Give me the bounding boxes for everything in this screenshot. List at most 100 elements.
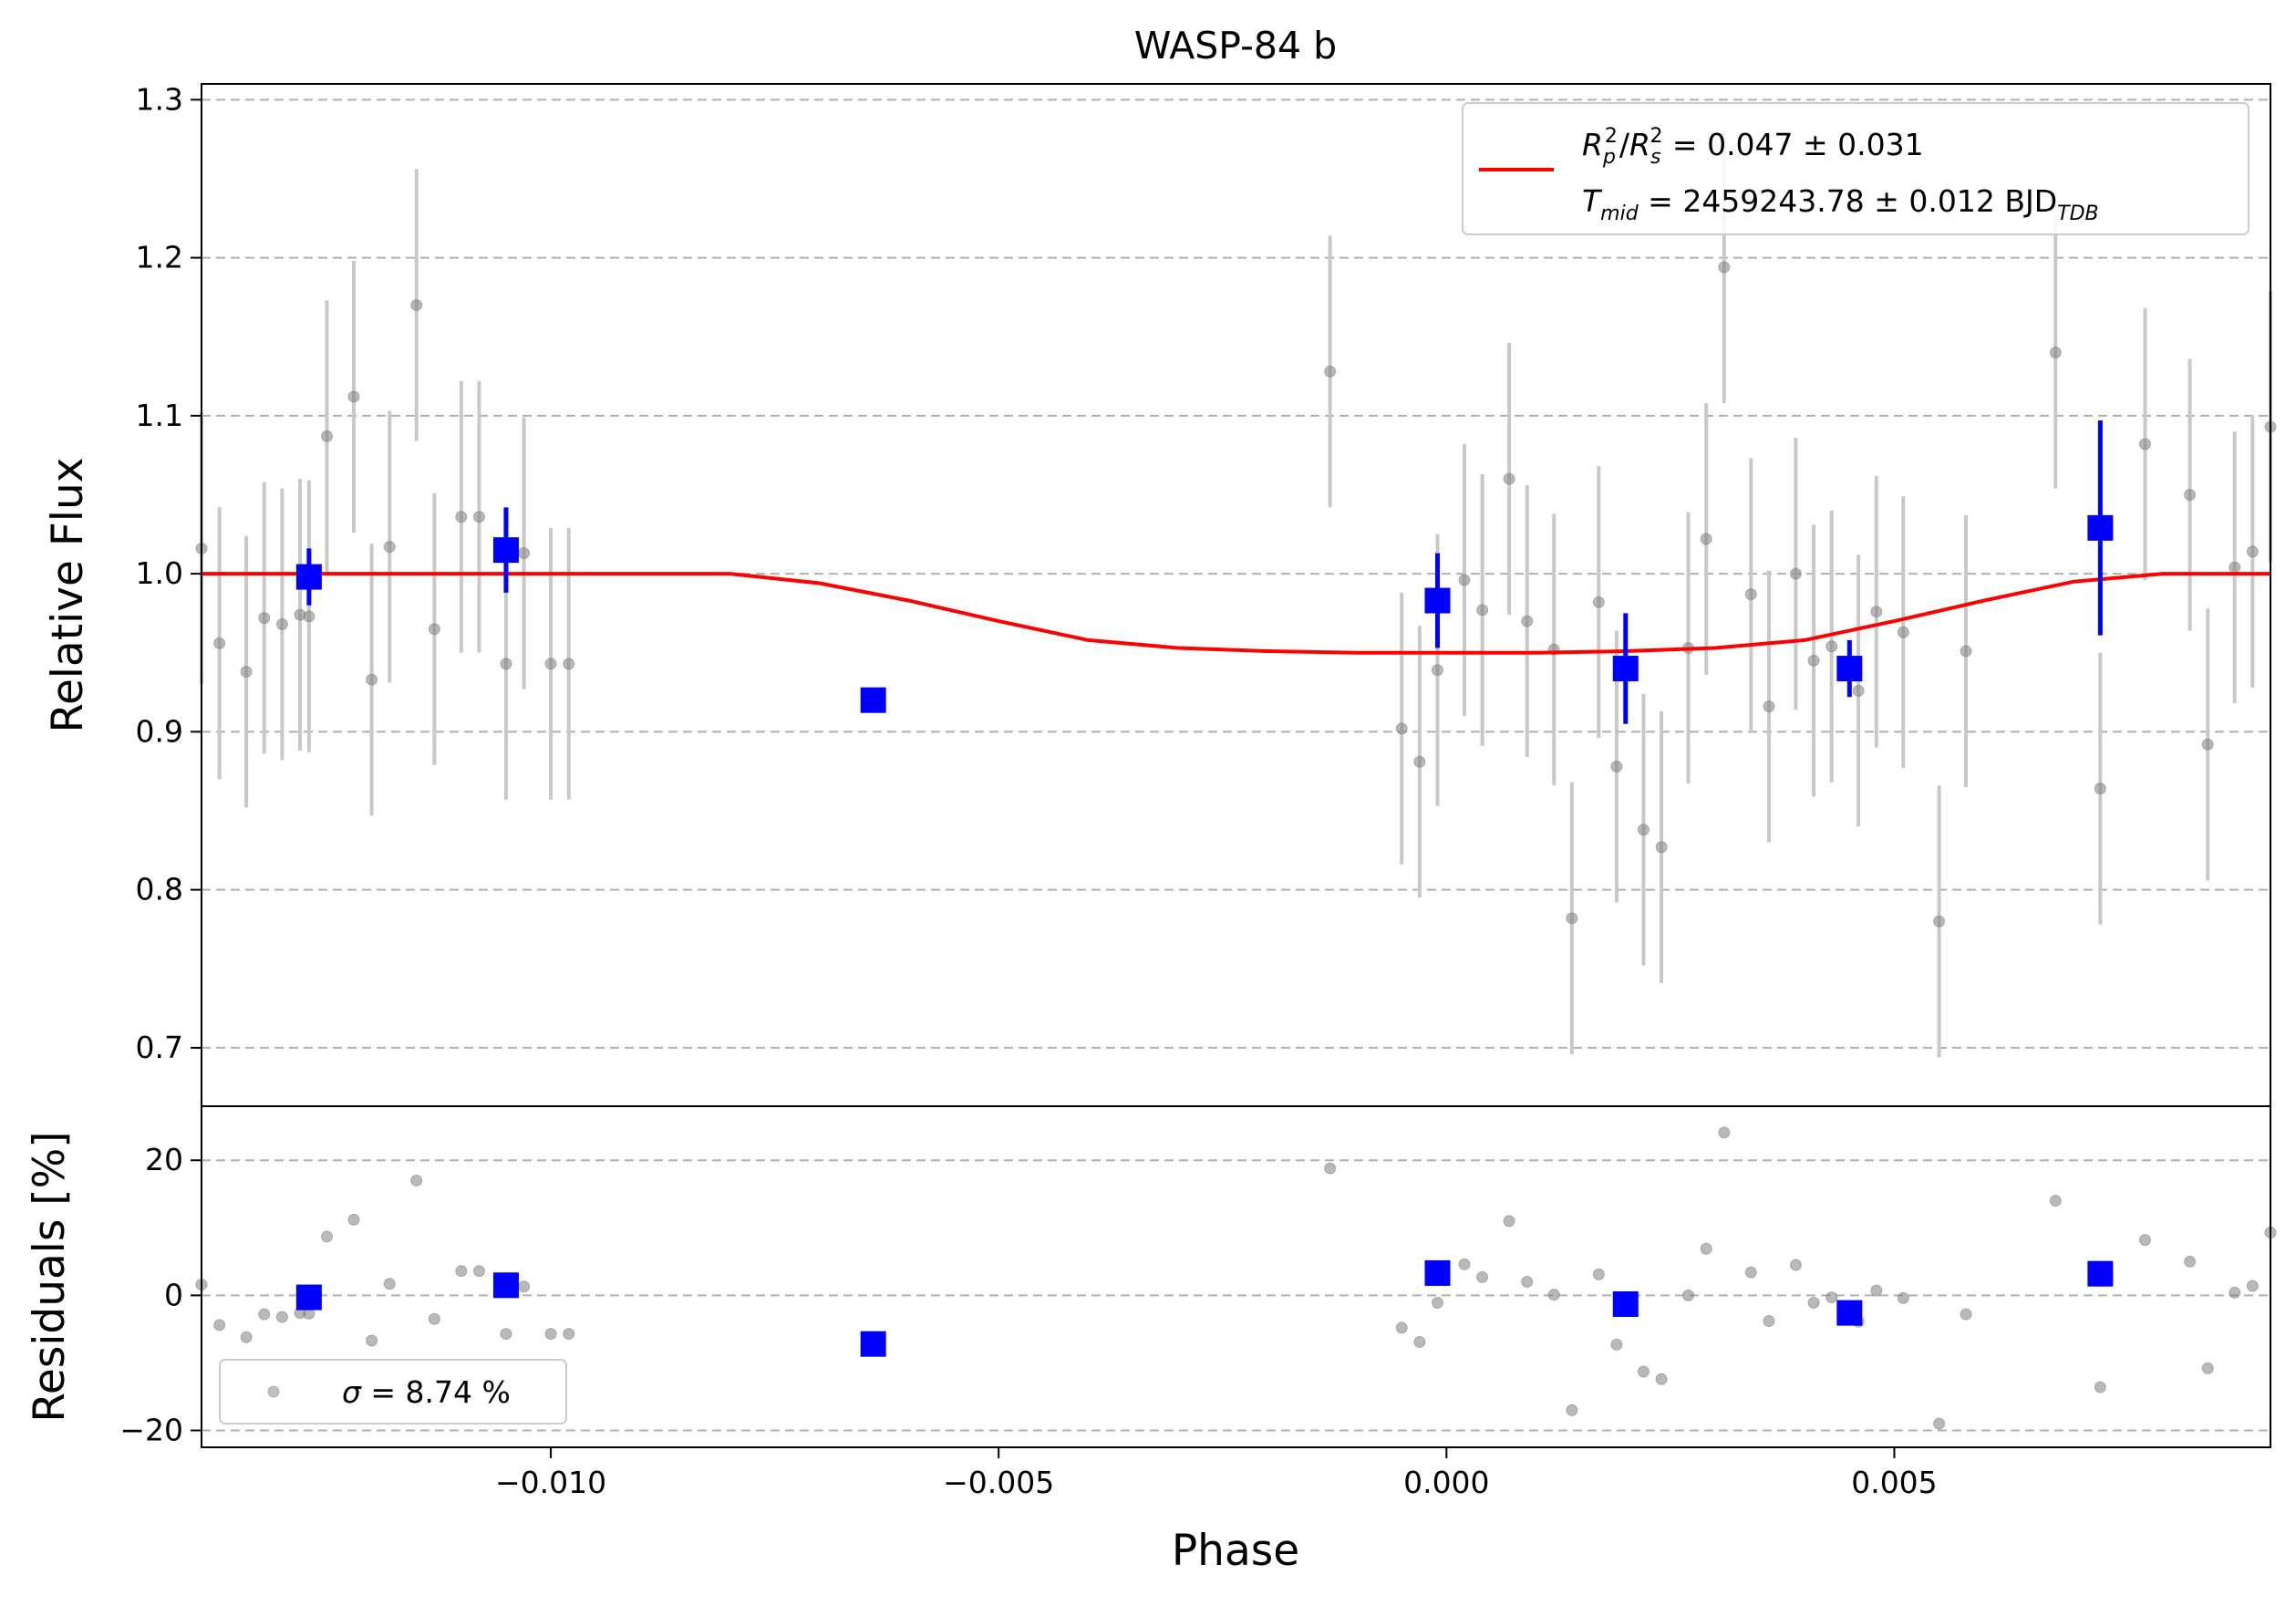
raw-point (1897, 626, 1909, 638)
residual-raw-point (1547, 1289, 1560, 1301)
residual-binned-point (2087, 1260, 2114, 1287)
residual-raw-point (347, 1213, 360, 1226)
raw-point (275, 618, 288, 631)
flux-ytick-label: 0.9 (136, 713, 183, 749)
raw-point (563, 658, 575, 670)
residual-raw-point (366, 1334, 378, 1347)
raw-point (1610, 760, 1623, 772)
residual-raw-point (1789, 1259, 1802, 1271)
residual-raw-point (2138, 1234, 2151, 1247)
residual-raw-point (1610, 1338, 1623, 1351)
residual-raw-point (428, 1312, 440, 1325)
residual-raw-point (1476, 1270, 1489, 1283)
legend-tmid: Tmid = 2459243.78 ± 0.012 BJDTDB (1582, 183, 2099, 225)
x-axis-ticks: −0.010 −0.005 0.000 0.005 (495, 1447, 1938, 1500)
binned-point (1424, 587, 1451, 614)
raw-point (1763, 700, 1775, 713)
residual-raw-point (1592, 1268, 1605, 1280)
residual-raw-point (1718, 1126, 1731, 1139)
residuals-raw-points (195, 1126, 2277, 1430)
residual-raw-point (1637, 1365, 1650, 1378)
residuals-panel: −20 0 20 Residuals [%] σ = 8.74 % (25, 1105, 2277, 1448)
residual-raw-point (2049, 1195, 2062, 1207)
residual-raw-point (1503, 1215, 1515, 1228)
residuals-ylabel: Residuals [%] (25, 1131, 75, 1422)
residual-raw-point (1700, 1242, 1712, 1255)
residual-raw-point (1566, 1404, 1578, 1416)
raw-point (428, 623, 440, 636)
residuals-binned-points (295, 1259, 2114, 1357)
raw-points (195, 261, 2277, 927)
flux-ytick-label: 1.1 (136, 398, 183, 433)
x-tick-label: 0.005 (1851, 1465, 1937, 1500)
binned-point (2087, 514, 2114, 541)
raw-point (1395, 722, 1408, 735)
residual-binned-point (860, 1331, 886, 1357)
raw-point (410, 299, 423, 312)
raw-point (1960, 645, 1972, 658)
residuals-axes-frame (201, 1105, 2271, 1448)
binned-point (860, 687, 886, 713)
transit-model-line (202, 572, 2270, 655)
residual-binned-point (1836, 1300, 1863, 1326)
raw-point (2094, 782, 2106, 795)
flux-panel: 0.7 0.8 0.9 1.0 1.1 1.2 1.3 Relative Flux Rp2/… (43, 81, 2277, 1107)
residual-raw-point (1825, 1291, 1838, 1304)
residuals-gridlines (202, 1159, 2270, 1432)
residual-raw-point (1960, 1308, 1972, 1321)
flux-legend-box (1462, 102, 2249, 235)
x-axis-label: Phase (1172, 1526, 1299, 1576)
legend-sigma: σ = 8.74 % (342, 1374, 511, 1410)
raw-point (1566, 912, 1578, 925)
raw-point (347, 390, 360, 403)
residual-raw-point (1432, 1297, 1444, 1310)
raw-point (544, 658, 557, 670)
raw-point (1870, 606, 1883, 618)
flux-ytick-label: 1.2 (136, 240, 183, 275)
residual-raw-point (544, 1328, 557, 1341)
residual-raw-point (1413, 1335, 1426, 1348)
residual-raw-point (2184, 1255, 2197, 1268)
raw-point (2184, 488, 2197, 501)
raw-point (321, 430, 334, 442)
raw-point (1700, 533, 1712, 545)
residual-raw-point (410, 1174, 423, 1186)
binned-point (492, 537, 519, 564)
raw-point (1718, 261, 1731, 274)
residual-raw-point (518, 1280, 531, 1293)
binned-point (1612, 656, 1639, 682)
residual-raw-point (213, 1319, 226, 1331)
raw-point (213, 637, 226, 649)
residual-raw-point (1324, 1162, 1337, 1175)
raw-point (455, 511, 468, 523)
x-tick-label: −0.010 (495, 1465, 606, 1500)
raw-point (500, 658, 512, 670)
residual-raw-point (1763, 1315, 1775, 1328)
raw-point (383, 541, 396, 554)
residual-raw-point (1807, 1297, 1820, 1310)
raw-point (1637, 824, 1650, 836)
residual-raw-point (1682, 1289, 1695, 1301)
raw-point (366, 673, 378, 686)
raw-point (1324, 365, 1337, 378)
residual-raw-point (2201, 1362, 2214, 1374)
residual-raw-point (240, 1331, 253, 1343)
residual-raw-point (563, 1328, 575, 1341)
residual-raw-point (1870, 1284, 1883, 1297)
flux-ytick-label: 1.3 (136, 81, 183, 117)
flux-gridlines (202, 98, 2270, 1049)
flux-legend: Rp2/Rs2 = 0.047 ± 0.031 Tmid = 2459243.7… (1462, 102, 2249, 235)
binned-point (295, 564, 322, 590)
raw-point (2049, 347, 2062, 359)
residual-raw-point (1395, 1321, 1408, 1334)
raw-point (1413, 755, 1426, 768)
flux-ytick-label: 0.7 (136, 1030, 183, 1065)
raw-point (2138, 438, 2151, 451)
raw-point (1744, 588, 1757, 601)
raw-point (472, 511, 485, 523)
x-tick-label: 0.000 (1403, 1465, 1489, 1500)
raw-point (518, 547, 531, 560)
binned-points (295, 514, 2114, 713)
residuals-legend-marker (267, 1385, 280, 1398)
